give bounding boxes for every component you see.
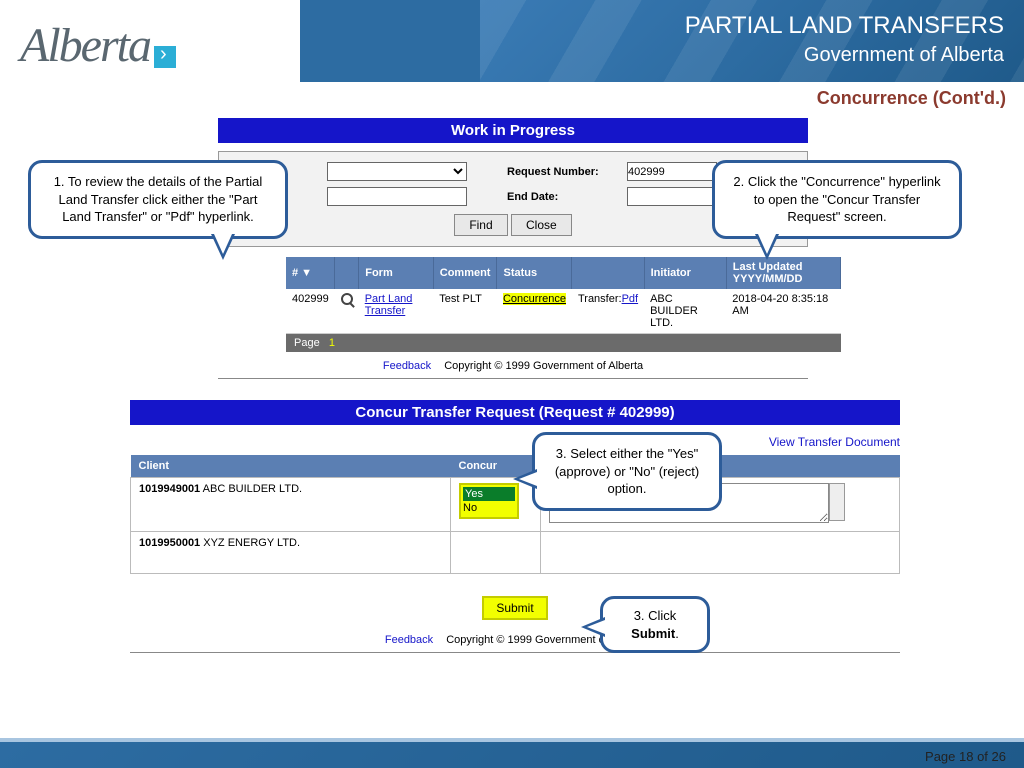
concurrence-link[interactable]: Concurrence <box>503 293 566 305</box>
col-status[interactable]: Status <box>497 257 572 289</box>
header-right-panel: PARTIAL LAND TRANSFERS Government of Alb… <box>480 0 1024 82</box>
work-in-progress-panel: Work in Progress Request Number: : End D… <box>218 118 808 379</box>
col-initiator[interactable]: Initiator <box>644 257 726 289</box>
header-band: PARTIAL LAND TRANSFERS Government of Alb… <box>0 0 1024 82</box>
concur-title-bar: Concur Transfer Request (Request # 40299… <box>130 400 900 425</box>
pager-current: 1 <box>329 337 335 349</box>
scrollbar-icon[interactable] <box>829 483 845 521</box>
wip-title-bar: Work in Progress <box>218 118 808 143</box>
callout-3: 3. Select either the "Yes" (approve) or … <box>532 432 722 511</box>
pager: Page 1 <box>286 334 841 352</box>
concur-select[interactable]: Yes No <box>459 483 519 519</box>
request-number-input[interactable] <box>627 162 717 181</box>
cell-comment: Test PLT <box>433 289 497 334</box>
table-row: 402999 Part Land Transfer Test PLT Concu… <box>286 289 841 334</box>
feedback-row-1: Feedback Copyright © 1999 Government of … <box>218 360 808 379</box>
col-comment[interactable]: Comment <box>433 257 497 289</box>
logo-text: Alberta <box>20 19 150 72</box>
option-no[interactable]: No <box>463 501 515 515</box>
request-number-label: Request Number: <box>507 166 627 178</box>
callout-2: 2. Click the "Concurrence" hyperlink to … <box>712 160 962 239</box>
cell-initiator: ABC BUILDER LTD. <box>644 289 726 334</box>
col-blank <box>335 257 359 289</box>
client-id-1: 1019949001 <box>139 483 200 495</box>
copyright-text: Copyright © 1999 Government of Alberta <box>444 360 643 372</box>
col-updated[interactable]: Last Updated YYYY/MM/DD <box>726 257 840 289</box>
magnify-icon <box>341 293 353 305</box>
cell-num: 402999 <box>286 289 335 334</box>
feedback-link-2[interactable]: Feedback <box>385 634 433 646</box>
callout-4: 3. Click Submit. <box>600 596 710 653</box>
col-form[interactable]: Form <box>359 257 434 289</box>
part-land-transfer-link[interactable]: Part Land Transfer <box>365 293 413 317</box>
header-title: PARTIAL LAND TRANSFERS <box>685 12 1004 40</box>
search-text-input[interactable] <box>327 187 467 206</box>
end-date-label: End Date: <box>507 191 627 203</box>
cell-magnify[interactable] <box>335 289 359 334</box>
callout-1: 1. To review the details of the Partial … <box>28 160 288 239</box>
feedback-link[interactable]: Feedback <box>383 360 431 372</box>
client-name-2: XYZ ENERGY LTD. <box>203 537 300 549</box>
col-client: Client <box>131 455 451 478</box>
footer: Page 18 of 26 <box>0 728 1024 768</box>
option-yes[interactable]: Yes <box>463 487 515 501</box>
alberta-logo: Alberta <box>20 18 176 73</box>
results-grid-wrap: # ▼ Form Comment Status Initiator Last U… <box>286 257 841 352</box>
header-blue-block <box>300 0 480 82</box>
pager-label: Page <box>294 337 320 349</box>
cell-transfer: Transfer:Pdf <box>572 289 644 334</box>
logo-square-icon <box>154 46 176 68</box>
find-button[interactable]: Find <box>454 214 507 236</box>
submit-button[interactable]: Submit <box>482 596 547 620</box>
footer-dark-band <box>0 742 1024 768</box>
table-row: 1019950001 XYZ ENERGY LTD. <box>131 532 900 574</box>
cell-updated: 2018-04-20 8:35:18 AM <box>726 289 840 334</box>
search-type-select[interactable] <box>327 162 467 181</box>
header-subtitle: Government of Alberta <box>804 44 1004 67</box>
col-num[interactable]: # ▼ <box>286 257 335 289</box>
concur-panel: Concur Transfer Request (Request # 40299… <box>130 400 900 653</box>
pdf-link[interactable]: Pdf <box>622 293 639 305</box>
page-number: Page 18 of 26 <box>925 749 1006 764</box>
col-transfer <box>572 257 644 289</box>
feedback-row-2: Feedback Copyright © 1999 Government of … <box>130 634 900 653</box>
client-id-2: 1019950001 <box>139 537 200 549</box>
client-name-1: ABC BUILDER LTD. <box>203 483 302 495</box>
results-grid: # ▼ Form Comment Status Initiator Last U… <box>286 257 841 334</box>
section-label: Concurrence (Cont'd.) <box>817 88 1006 109</box>
close-button[interactable]: Close <box>511 214 572 236</box>
end-date-input[interactable] <box>627 187 717 206</box>
view-transfer-doc-link[interactable]: View Transfer Document <box>769 435 900 449</box>
